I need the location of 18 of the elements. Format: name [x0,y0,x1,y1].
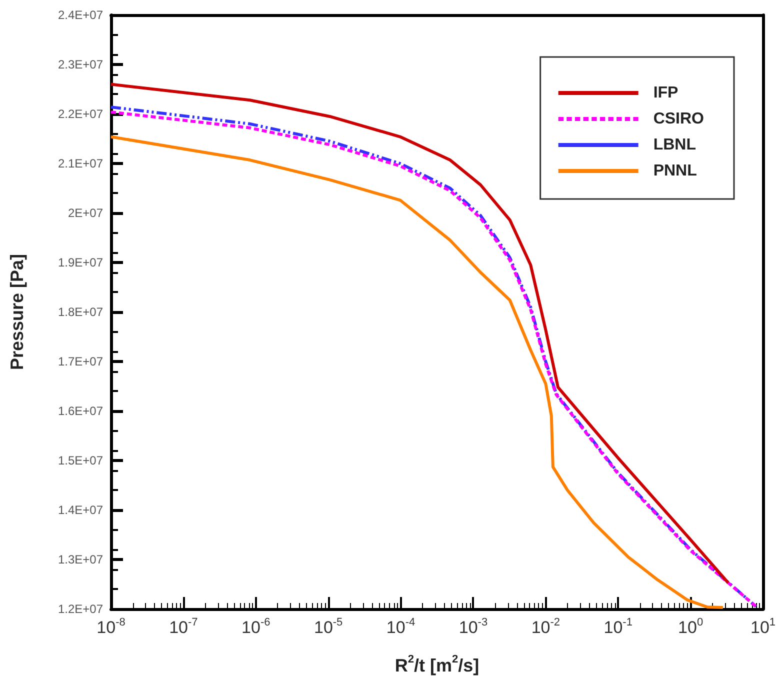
y-tick-label: 2.1E+07 [58,156,104,170]
y-tick-label: 2.4E+07 [58,8,104,22]
y-tick-label: 2.3E+07 [58,58,104,72]
y-tick-label: 1.8E+07 [58,305,104,319]
y-axis-title: Pressure [Pa] [7,254,27,370]
y-tick-label: 1.2E+07 [58,602,104,616]
legend-label: LBNL [653,136,696,154]
y-tick-label: 1.9E+07 [58,256,104,270]
y-tick-label: 1.5E+07 [58,454,104,468]
y-tick-label: 1.3E+07 [58,552,104,566]
y-tick-label: 1.6E+07 [58,404,104,418]
y-tick-label: 1.4E+07 [58,503,104,517]
legend-label: PNNL [653,162,698,180]
y-tick-label: 1.7E+07 [58,354,104,368]
y-tick-label: 2.2E+07 [58,107,104,121]
legend-label: CSIRO [653,110,704,128]
y-tick-label: 2E+07 [68,206,104,220]
legend-label: IFP [653,84,679,102]
